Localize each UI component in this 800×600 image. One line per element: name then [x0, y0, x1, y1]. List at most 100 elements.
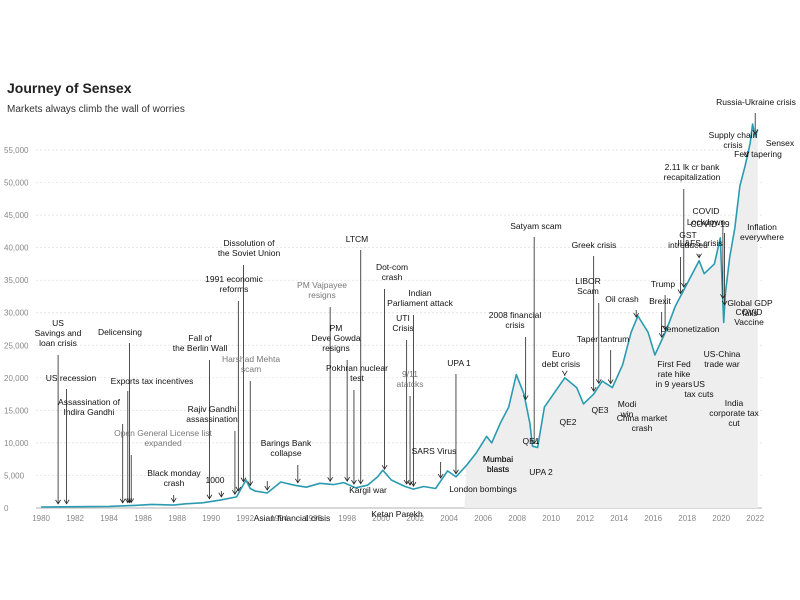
annotation-arrowhead	[327, 477, 333, 482]
annotation-line: Mumbai	[483, 454, 513, 464]
annotation: Modi win	[618, 399, 637, 419]
annotation-label: Inflation everywhere	[740, 222, 784, 242]
annotation-line: US-China	[704, 349, 741, 359]
annotation-label: IL&FS crisis	[677, 238, 722, 248]
annotation-label: Euro debt crisis	[542, 349, 580, 369]
annotation-label: 2.11 lk cr bank recapitalization	[664, 162, 721, 182]
annotation-arrowhead	[206, 494, 213, 500]
annotation-line: LTCM	[346, 234, 369, 244]
annotation: COVID	[693, 206, 726, 300]
annotation-label: Dot-com crash	[376, 262, 408, 282]
x-tick-label: 2020	[712, 514, 730, 523]
annotation: 1000	[206, 475, 225, 498]
annotation-arrowhead	[607, 379, 614, 385]
annotation-line: cut	[728, 418, 740, 428]
x-tick-label: 1980	[32, 514, 50, 523]
annotation-label: Trump	[651, 279, 676, 289]
annotation-line: Sensex	[766, 138, 795, 148]
x-tick-label: 1984	[100, 514, 118, 523]
annotation-line: recapitalization	[664, 172, 721, 182]
annotation-line: the Berlin Wall	[173, 343, 228, 353]
annotation-line: PM	[330, 323, 343, 333]
x-tick-label: 1998	[338, 514, 356, 523]
annotation: Inflation everywhere	[740, 222, 784, 242]
annotation-label: Kargil war	[349, 485, 387, 495]
annotation-line: resigns	[308, 290, 335, 300]
annotation-label: Modi win	[618, 399, 637, 419]
annotation-arrowhead	[677, 289, 684, 295]
annotation-label: Ketan Parekh	[371, 509, 423, 519]
annotation-line: reforms	[220, 284, 249, 294]
annotation-line: collapse	[270, 448, 301, 458]
annotation-label: GST introduced	[668, 230, 708, 250]
annotation-line: COVID-19	[690, 219, 729, 229]
annotation-line: Parliament attack	[387, 298, 453, 308]
annotation-line: trade war	[704, 359, 740, 369]
y-tick-label: 30,000	[4, 309, 29, 318]
annotation-arrowhead	[55, 499, 61, 505]
annotation-label: Lockdown	[687, 217, 726, 227]
annotation-label: 1991 economic reforms	[205, 274, 263, 294]
annotation-label: India corporate tax cut	[709, 398, 759, 428]
annotation-line: COVID	[693, 206, 720, 216]
annotation-label: Greek crisis	[572, 240, 617, 250]
annotation-line: Exports tax incentives	[111, 376, 194, 386]
annotation-line: crisis	[723, 140, 742, 150]
annotation-label: US Savings and loan crisis	[35, 318, 82, 348]
annotation-line: corporate tax	[709, 408, 759, 418]
annotation-line: PM Vajpayee	[297, 280, 347, 290]
y-tick-label: 25,000	[4, 341, 29, 350]
annotation: Ketan Parekh	[371, 509, 423, 519]
annotation-line: QE2	[559, 417, 576, 427]
annotation-arrowhead	[119, 498, 126, 504]
chart-title: Journey of Sensex	[7, 80, 132, 96]
y-tick-label: 5,000	[4, 471, 25, 480]
annotation-arrowhead	[63, 499, 70, 505]
annotation-label: Sensex	[766, 138, 795, 148]
annotation-line: test	[350, 373, 364, 383]
annotation-arrowhead	[531, 439, 538, 445]
annotation-line: Crisis	[392, 323, 413, 333]
annotation-line: Savings and	[35, 328, 82, 338]
annotation-line: rate hike	[658, 369, 691, 379]
annotation-arrowhead	[590, 386, 597, 392]
x-tick-label: 2000	[372, 514, 390, 523]
annotation-line: tax cuts	[684, 389, 713, 399]
x-tick-label: 1986	[134, 514, 152, 523]
annotation-line: UPA 2	[529, 467, 553, 477]
annotation: LIBOR Scam	[575, 276, 602, 385]
annotation-line: assassination	[186, 414, 238, 424]
annotation-line: Barings Bank	[261, 438, 312, 448]
annotation-line: crash	[382, 272, 403, 282]
annotation-label: Open General License list expanded	[114, 428, 212, 448]
x-tick-label: 2012	[576, 514, 594, 523]
y-tick-label: 50,000	[4, 179, 29, 188]
annotation-label: UPA 2	[529, 467, 553, 477]
annotation: Rajiv Gandhi assassination	[186, 404, 238, 496]
annotation-line: UTI	[396, 313, 410, 323]
annotation-line: US	[693, 379, 705, 389]
annotation-line: QE3	[591, 405, 608, 415]
x-tick-label: 2002	[406, 514, 424, 523]
annotation-label: Asian financial crisis	[254, 513, 331, 523]
annotation-line: Satyam scam	[510, 221, 562, 231]
annotation-label: Mumbai blasts	[483, 454, 513, 474]
annotation-line: QE1	[522, 436, 539, 446]
annotation: Russia-Ukraine crisis	[716, 97, 796, 135]
annotation-label: Indian Parliament attack	[387, 288, 453, 308]
annotation-arrowhead	[752, 129, 759, 135]
annotation-arrowhead	[696, 253, 702, 259]
annotation-arrowhead	[743, 151, 750, 157]
annotation-label: US-China trade war	[704, 349, 741, 369]
annotation-label: US recession	[46, 373, 97, 383]
annotation-line: falls	[742, 308, 757, 318]
annotation: PM Deve Gowda resigns	[311, 323, 361, 482]
annotation-line: UPA 1	[447, 358, 471, 368]
annotation-label: Demonetization	[660, 324, 719, 334]
x-tick-label: 2016	[644, 514, 662, 523]
annotation-label: COVID Vaccine	[734, 307, 764, 327]
annotation: Harshad Mehta scam	[222, 354, 280, 487]
annotation-label: QE2	[559, 417, 576, 427]
annotation: US tax cuts	[684, 379, 713, 399]
annotation-arrowhead	[247, 481, 254, 487]
